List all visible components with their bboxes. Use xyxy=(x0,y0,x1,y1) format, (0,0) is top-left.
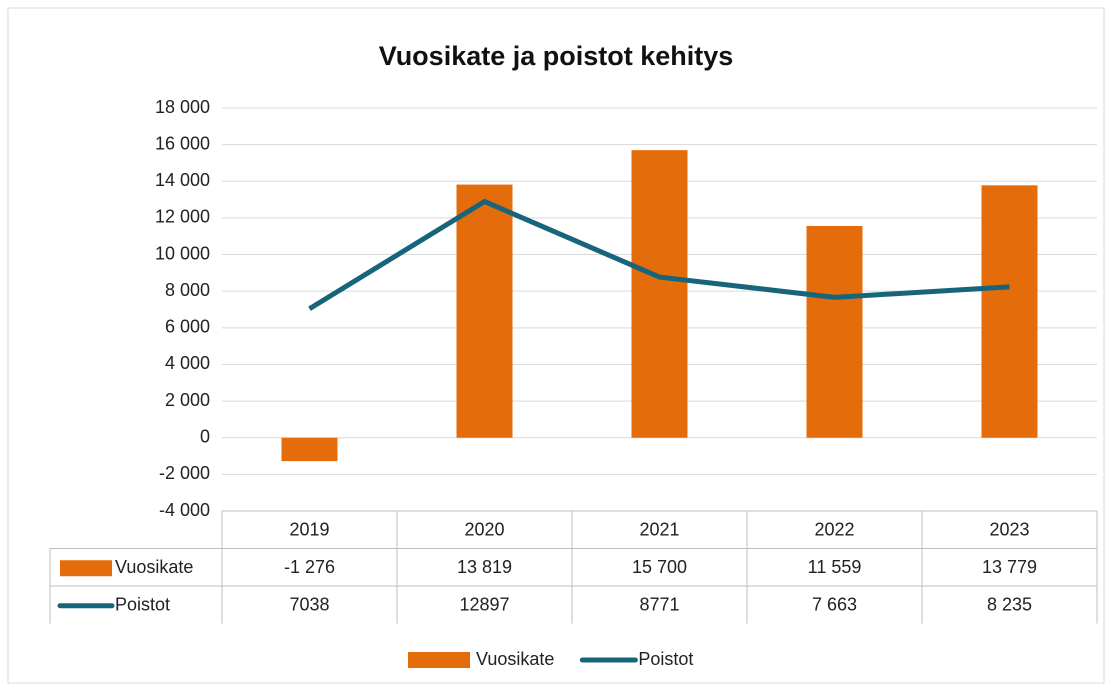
legend-label: Poistot xyxy=(638,649,693,669)
legend-key xyxy=(408,652,470,668)
table-cell: 11 559 xyxy=(808,557,862,577)
table-cell: 7038 xyxy=(289,595,329,615)
y-tick-label: 0 xyxy=(200,426,210,446)
table-cell: 15 700 xyxy=(632,557,687,577)
y-tick-label: 18 000 xyxy=(155,97,210,117)
y-tick-label: 16 000 xyxy=(155,133,210,153)
line xyxy=(308,198,1010,311)
table-cell: 8771 xyxy=(639,595,679,615)
y-tick-label: -2 000 xyxy=(159,463,210,483)
chart-border xyxy=(7,7,1105,684)
legend-label: Vuosikate xyxy=(476,649,554,669)
y-tick-label: 12 000 xyxy=(155,207,210,227)
x-tick-label: 2021 xyxy=(639,520,679,540)
legend-key xyxy=(60,560,112,577)
chart-title: Vuosikate ja poistot kehitys xyxy=(379,41,734,71)
y-tick-label: 10 000 xyxy=(155,243,210,263)
table-cell: 13 819 xyxy=(457,557,512,577)
table-row-label: Vuosikate xyxy=(115,557,193,577)
bar xyxy=(281,437,338,462)
bar xyxy=(981,185,1038,438)
table-cell: 12897 xyxy=(459,595,509,615)
table-row-label: Poistot xyxy=(115,595,170,615)
y-tick-label: 4 000 xyxy=(165,353,210,373)
table-cell: -1 276 xyxy=(284,557,335,577)
x-tick-label: 2020 xyxy=(464,520,504,540)
y-tick-label: 8 000 xyxy=(165,280,210,300)
x-tick-label: 2022 xyxy=(814,520,854,540)
bar xyxy=(631,150,688,438)
y-tick-label: -4 000 xyxy=(159,500,210,520)
table-cell: 7 663 xyxy=(812,595,857,615)
y-tick-label: 14 000 xyxy=(155,170,210,190)
bar xyxy=(806,225,863,438)
table-cell: 8 235 xyxy=(987,595,1032,615)
y-tick-label: 2 000 xyxy=(165,390,210,410)
bar xyxy=(456,184,513,438)
x-tick-label: 2019 xyxy=(289,520,329,540)
x-tick-label: 2023 xyxy=(989,520,1029,540)
y-tick-label: 6 000 xyxy=(165,317,210,337)
table-cell: 13 779 xyxy=(982,557,1037,577)
